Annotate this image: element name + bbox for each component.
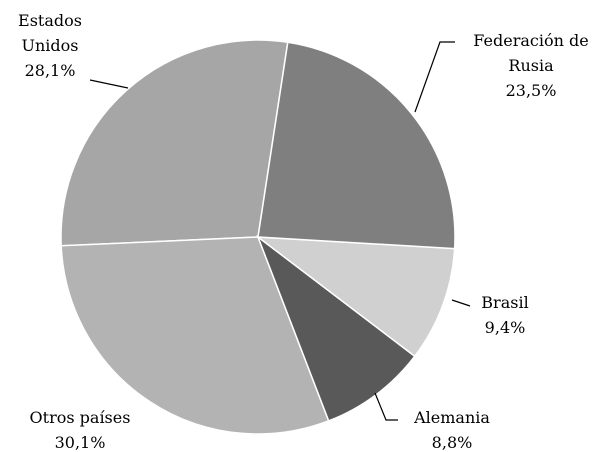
value-label: 30,1%: [54, 433, 106, 452]
value-label: 28,1%: [24, 61, 76, 80]
category-label: Federación de Rusia: [473, 31, 589, 75]
pie-slice: [257, 41, 456, 250]
slice-label: Federación de Rusia 23,5%: [455, 28, 607, 103]
leader-line: [414, 41, 455, 113]
leader-line: [89, 79, 129, 89]
slice-label: Brasil 9,4%: [455, 290, 555, 340]
value-label: 8,8%: [431, 433, 473, 452]
pie-slice: [60, 39, 289, 247]
value-label: 23,5%: [505, 81, 557, 100]
category-label: Brasil: [481, 293, 529, 312]
pie-slice: [255, 236, 456, 358]
slice-label: Otros países 30,1%: [10, 405, 150, 452]
category-label: Otros países: [29, 408, 131, 427]
leader-line: [374, 392, 398, 421]
slice-label: Estados Unidos 28,1%: [0, 8, 100, 83]
leader-line: [451, 299, 471, 307]
category-label: Estados Unidos: [18, 11, 82, 55]
category-label: Alemania: [414, 408, 490, 427]
value-label: 9,4%: [484, 318, 526, 337]
pie-slice: [60, 236, 330, 435]
slice-label: Alemania 8,8%: [400, 405, 504, 452]
